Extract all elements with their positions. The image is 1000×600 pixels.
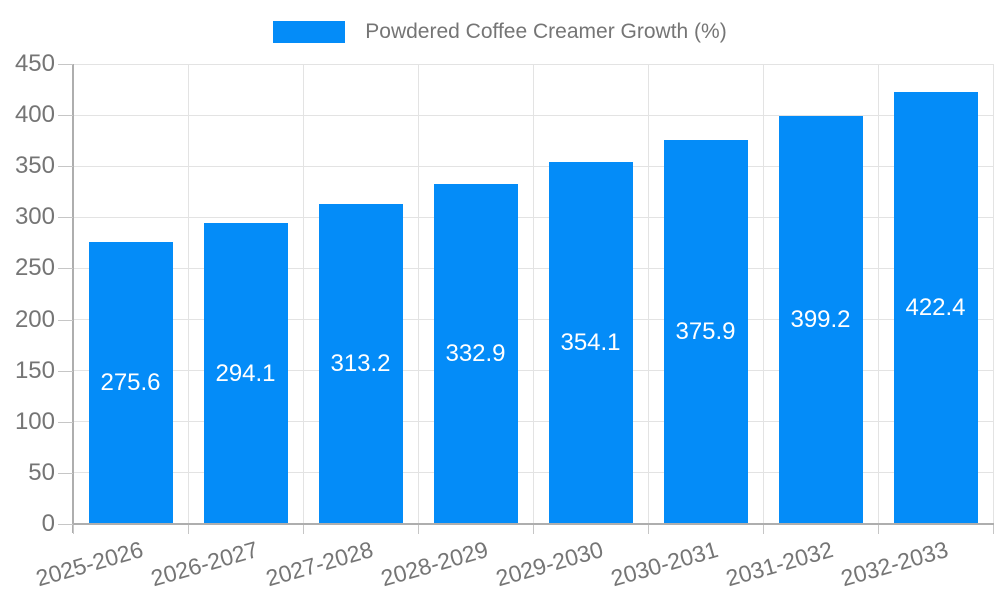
y-tick-mark [58, 217, 73, 219]
bar[interactable] [778, 115, 863, 524]
v-gridline [762, 64, 764, 524]
y-tick-mark [58, 166, 73, 168]
y-tick-label: 100 [14, 407, 55, 435]
v-gridline [532, 64, 534, 524]
y-tick-mark [58, 370, 73, 372]
v-gridline [992, 64, 994, 524]
v-gridline [417, 64, 419, 524]
x-tick-mark [648, 525, 649, 534]
bar[interactable] [663, 139, 748, 524]
y-tick-mark [58, 64, 73, 65]
x-axis-line [73, 523, 994, 525]
y-tick-mark [58, 472, 73, 474]
y-tick-label: 150 [14, 356, 55, 384]
v-gridline [877, 64, 879, 524]
legend-label: Powdered Coffee Creamer Growth (%) [365, 20, 727, 43]
legend[interactable]: Powdered Coffee Creamer Growth (%) [0, 20, 1000, 44]
y-tick-label: 200 [14, 305, 55, 333]
y-tick-mark [58, 115, 73, 117]
x-tick-mark [188, 525, 189, 534]
y-tick-label: 350 [14, 152, 55, 180]
legend-swatch-icon [273, 21, 346, 43]
bar[interactable] [318, 203, 403, 524]
bar[interactable] [893, 92, 978, 524]
x-tick-mark [303, 525, 304, 534]
x-tick-mark [418, 525, 419, 534]
y-tick-label: 250 [14, 254, 55, 282]
y-tick-mark [58, 524, 73, 525]
x-tick-mark [533, 525, 534, 534]
y-tick-mark [58, 268, 73, 270]
y-tick-mark [58, 319, 73, 321]
y-tick-label: 300 [14, 203, 55, 231]
y-tick-mark [58, 421, 73, 423]
plot-area: 275.6 294.1 313.2 332.9 354.1 375.9 399.2 422.4 [73, 63, 994, 524]
x-tick-mark [878, 525, 879, 534]
v-gridline [187, 64, 189, 524]
x-tick-mark [73, 525, 74, 534]
y-axis-line [72, 64, 74, 533]
v-gridline [647, 64, 649, 524]
bar[interactable] [433, 183, 518, 524]
bar[interactable] [203, 223, 288, 524]
x-tick-mark [993, 525, 994, 534]
x-tick-mark [763, 525, 764, 534]
y-tick-label: 400 [14, 101, 55, 129]
bar[interactable] [88, 242, 173, 524]
v-gridline [302, 64, 304, 524]
y-tick-label: 50 [28, 458, 55, 486]
y-tick-label: 450 [14, 50, 55, 77]
bar[interactable] [548, 162, 633, 524]
y-tick-label: 0 [41, 510, 55, 537]
